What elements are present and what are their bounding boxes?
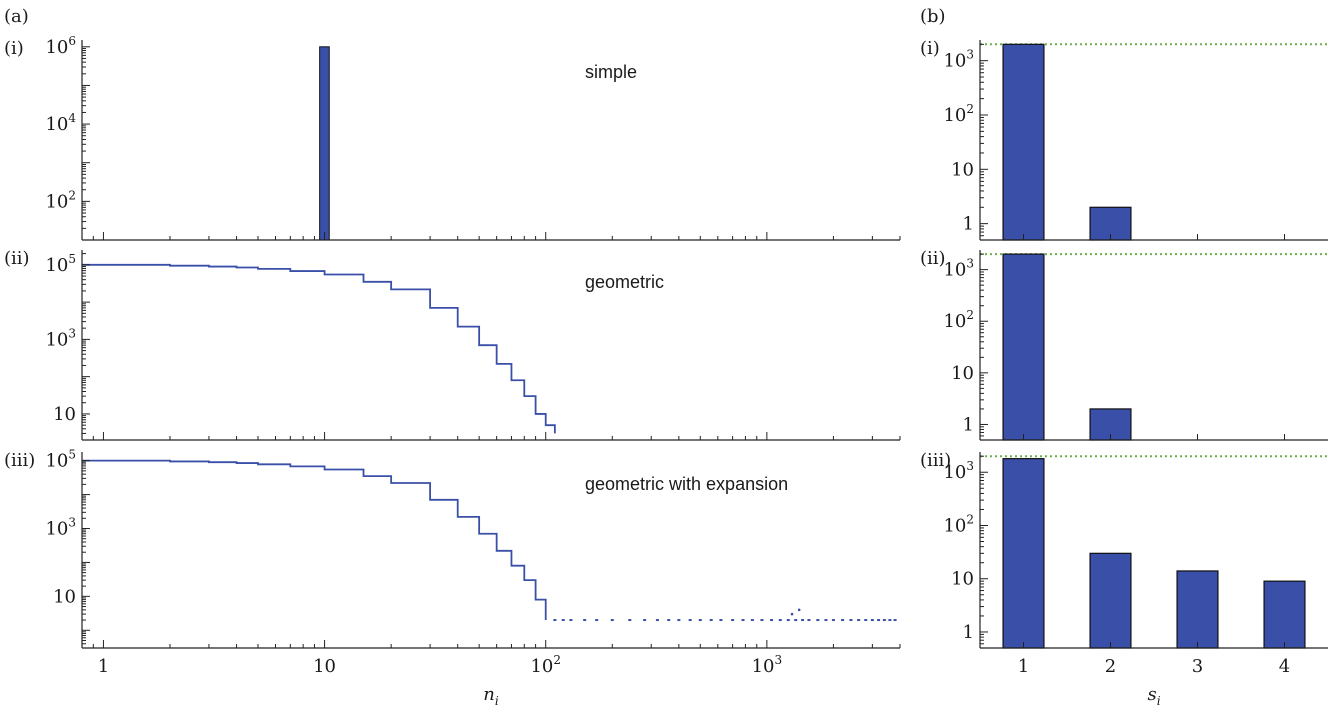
point-a-iii-7 xyxy=(643,619,647,622)
figure-label-a: (a) xyxy=(4,6,29,27)
x-tick-label-a-iii-2: 102 xyxy=(530,653,561,677)
bar-b-iii-4 xyxy=(1263,580,1306,649)
point-a-iii-30 xyxy=(857,619,861,622)
point-a-iii-14 xyxy=(719,619,723,622)
chart-b-ii: (ii) 1 10 102 103 xyxy=(920,248,1328,441)
y-tick-label-b-i-1: 10 xyxy=(951,159,974,180)
annotation-a-i: simple xyxy=(585,62,637,82)
x-tick-label-b-iii-3: 4 xyxy=(1279,656,1290,677)
point-a-iii-29 xyxy=(849,619,853,622)
point-a-iii-8 xyxy=(655,619,659,622)
chart-a-ii: (ii) geometric 10 103 105 xyxy=(4,248,901,441)
bar-b-ii-1 xyxy=(1002,253,1045,441)
point-a-iii-16 xyxy=(741,619,745,622)
panel-label-b-i: (i) xyxy=(920,38,940,59)
y-tick-label-a-i-2: 106 xyxy=(45,34,76,58)
chart-a-iii: (iii) geometric with expansion 10 103 105 1 10… xyxy=(4,448,901,706)
y-tick-label-a-ii-0: 10 xyxy=(53,404,76,425)
point-a-iii-2 xyxy=(569,619,573,622)
point-a-iii-28 xyxy=(841,619,845,622)
y-tick-label-b-ii-3: 103 xyxy=(943,257,974,281)
point-a-iii-26 xyxy=(824,619,828,622)
y-tick-label-a-iii-1: 103 xyxy=(45,516,76,540)
point-a-iii-10 xyxy=(677,619,681,622)
y-tick-label-a-ii-2: 105 xyxy=(45,252,76,276)
x-tick-label-b-iii-1: 2 xyxy=(1105,656,1116,677)
bar-a-i-0 xyxy=(319,46,330,241)
y-tick-label-a-i-1: 104 xyxy=(45,111,76,135)
point-a-iii-27 xyxy=(831,619,835,622)
y-tick-label-a-ii-1: 103 xyxy=(45,326,76,350)
y-tick-label-b-ii-2: 102 xyxy=(943,308,974,332)
y-tick-label-b-iii-1: 10 xyxy=(951,569,974,590)
point-a-iii-6 xyxy=(628,619,632,622)
point-a-iii-17 xyxy=(750,619,754,622)
x-axis-label-b-iii: si xyxy=(1147,684,1160,706)
point-a-iii-32 xyxy=(870,619,874,622)
bar-b-iii-3 xyxy=(1176,570,1219,649)
point-a-iii-35 xyxy=(888,619,892,622)
chart-b-iii: (iii) 1 10 102 103 1 2 3 4 si xyxy=(920,450,1328,706)
point-a-iii-18 xyxy=(760,619,764,622)
point-a-iii-34 xyxy=(882,619,886,622)
point-a-iii-5 xyxy=(610,619,614,622)
series-line-a-ii-0 xyxy=(82,263,556,434)
y-tick-label-b-ii-1: 10 xyxy=(951,363,974,384)
series-line-a-iii-0 xyxy=(82,459,547,621)
point-a-iii-21 xyxy=(786,619,790,622)
y-tick-label-b-i-2: 102 xyxy=(943,102,974,126)
point-a-iii-3 xyxy=(583,619,587,622)
outlier-a-iii-0 xyxy=(790,612,794,616)
figure-label-b: (b) xyxy=(920,6,946,27)
x-tick-label-a-iii-0: 1 xyxy=(98,656,109,677)
annotation-a-iii: geometric with expansion xyxy=(585,474,788,494)
y-tick-label-b-iii-3: 103 xyxy=(943,459,974,483)
y-tick-label-b-iii-2: 102 xyxy=(943,512,974,536)
point-a-iii-25 xyxy=(816,619,820,622)
y-tick-label-a-i-0: 102 xyxy=(45,188,76,212)
bar-b-i-1 xyxy=(1002,43,1045,241)
point-a-iii-4 xyxy=(595,619,599,622)
annotation-a-ii: geometric xyxy=(585,272,664,292)
point-a-iii-9 xyxy=(667,619,671,622)
x-tick-label-a-iii-3: 103 xyxy=(752,653,783,677)
outlier-a-iii-1 xyxy=(797,608,801,612)
y-tick-label-b-iii-0: 1 xyxy=(963,622,974,643)
y-tick-label-a-iii-0: 10 xyxy=(53,586,76,607)
point-a-iii-31 xyxy=(864,619,868,622)
chart-b-i: (i) 1 10 102 103 xyxy=(920,38,1328,241)
x-tick-label-b-iii-2: 3 xyxy=(1192,656,1203,677)
point-a-iii-36 xyxy=(893,619,897,622)
panel-label-b-ii: (ii) xyxy=(920,248,946,269)
panel-label-a-i: (i) xyxy=(4,38,24,59)
point-a-iii-33 xyxy=(877,619,881,622)
point-a-iii-22 xyxy=(794,619,798,622)
point-a-iii-0 xyxy=(553,619,557,622)
y-tick-label-a-iii-2: 105 xyxy=(45,448,76,472)
point-a-iii-20 xyxy=(778,619,782,622)
point-a-iii-15 xyxy=(731,619,735,622)
y-tick-label-b-i-3: 103 xyxy=(943,48,974,72)
y-tick-label-b-ii-0: 1 xyxy=(963,414,974,435)
y-tick-label-b-i-0: 1 xyxy=(963,214,974,235)
point-a-iii-1 xyxy=(561,619,565,622)
point-a-iii-13 xyxy=(709,619,713,622)
plots-layer: (i)simple102104106(ii)geometric10103105(… xyxy=(4,34,1328,706)
point-a-iii-11 xyxy=(688,619,692,622)
panel-label-a-iii: (iii) xyxy=(4,450,35,471)
point-a-iii-19 xyxy=(770,619,774,622)
panel-label-a-ii: (ii) xyxy=(4,248,30,269)
x-tick-label-a-iii-1: 10 xyxy=(313,656,336,677)
point-a-iii-12 xyxy=(698,619,702,622)
bar-b-iii-2 xyxy=(1089,552,1132,649)
point-a-iii-24 xyxy=(807,619,811,622)
x-tick-label-b-iii-0: 1 xyxy=(1018,656,1029,677)
chart-a-i: (i) simple 102 104 106 xyxy=(4,34,901,241)
bar-b-iii-1 xyxy=(1002,458,1045,649)
point-a-iii-23 xyxy=(801,619,805,622)
panel-label-b-iii: (iii) xyxy=(920,450,951,471)
x-axis-label-a-iii: ni xyxy=(483,684,499,706)
